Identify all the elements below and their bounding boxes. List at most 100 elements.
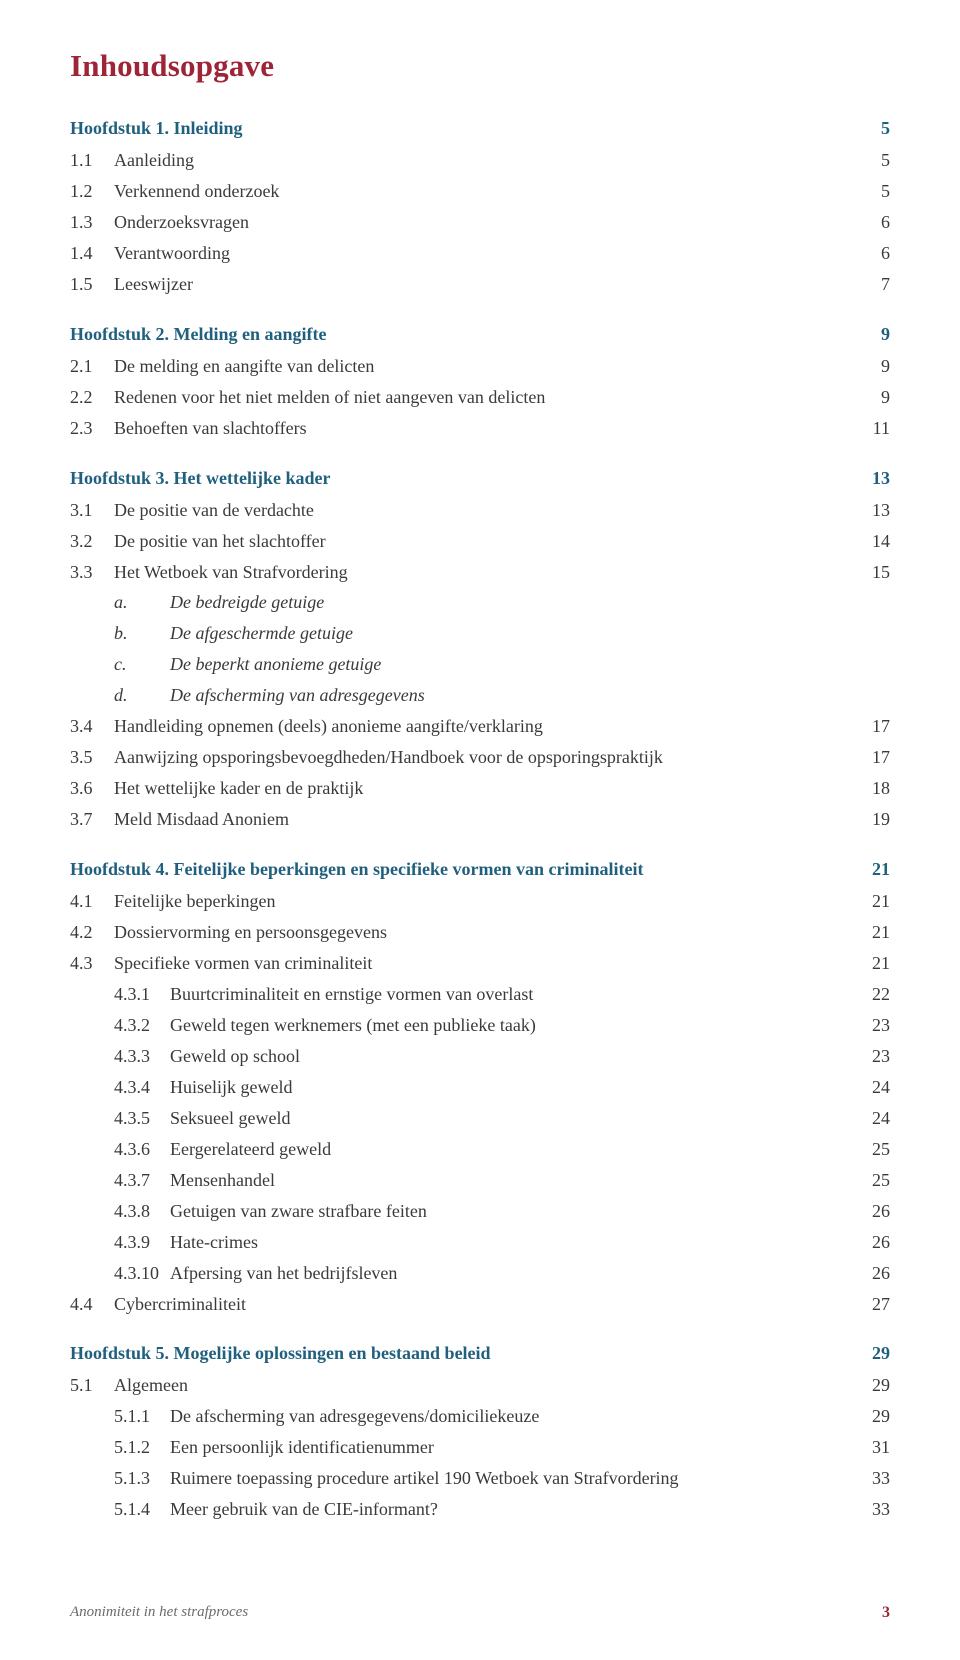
toc-entry-page: 13 <box>872 495 890 526</box>
toc-entry-label: Behoeften van slachtoffers <box>114 413 307 444</box>
toc-chapter: Hoofdstuk 1. Inleiding51.1Aanleiding51.2… <box>70 118 890 300</box>
toc-entry-page: 23 <box>872 1041 890 1072</box>
toc-entry: 3.3Het Wetboek van Strafvordering15 <box>70 557 890 588</box>
toc-entry-label: Feitelijke beperkingen <box>114 886 275 917</box>
toc-entry: 4.3.9Hate-crimes26 <box>70 1227 890 1258</box>
toc-entry-number: 4.3.5 <box>70 1103 170 1134</box>
toc-entry-page: 21 <box>872 948 890 979</box>
toc-entry-label: Aanwijzing opsporingsbevoegdheden/Handbo… <box>114 742 663 773</box>
toc-entry: a.De bedreigde getuige <box>70 587 890 618</box>
toc-entry-left: 5.1.4Meer gebruik van de CIE-informant? <box>70 1494 438 1525</box>
toc-entry-left: 4.1Feitelijke beperkingen <box>70 886 275 917</box>
toc-entry-page: 23 <box>872 1010 890 1041</box>
toc-entry-left: d.De afscherming van adresgegevens <box>70 680 425 711</box>
toc-entry-left: 4.3.6Eergerelateerd geweld <box>70 1134 331 1165</box>
toc-entry-number: 4.1 <box>70 886 114 917</box>
toc-entry-number: 4.3 <box>70 948 114 979</box>
toc-entry-label: Geweld tegen werknemers (met een publiek… <box>170 1010 536 1041</box>
toc-chapter: Hoofdstuk 4. Feitelijke beperkingen en s… <box>70 859 890 1319</box>
toc-entry: 1.1Aanleiding5 <box>70 145 890 176</box>
toc-entry-label: Mensenhandel <box>170 1165 275 1196</box>
toc-entry-page: 26 <box>872 1258 890 1289</box>
toc-entry-left: 4.3.8Getuigen van zware strafbare feiten <box>70 1196 427 1227</box>
toc-entry: 1.4Verantwoording6 <box>70 238 890 269</box>
toc-chapter: Hoofdstuk 3. Het wettelijke kader133.1De… <box>70 468 890 835</box>
toc-entry-label: De afgeschermde getuige <box>170 618 353 649</box>
toc-chapter-page: 5 <box>881 118 890 139</box>
toc-chapter: Hoofdstuk 5. Mogelijke oplossingen en be… <box>70 1343 890 1525</box>
toc-entry-number: 5.1.3 <box>70 1463 170 1494</box>
toc-entry-left: 5.1.2Een persoonlijk identificatienummer <box>70 1432 434 1463</box>
toc-chapter-label: Hoofdstuk 5. Mogelijke oplossingen en be… <box>70 1343 491 1364</box>
toc-entry-number: 2.1 <box>70 351 114 382</box>
toc-entry-page: 15 <box>872 557 890 588</box>
toc-entry-label: Seksueel geweld <box>170 1103 290 1134</box>
toc-entry: 4.3.3Geweld op school23 <box>70 1041 890 1072</box>
toc-entry-label: Meld Misdaad Anoniem <box>114 804 289 835</box>
toc-entry-number: 1.3 <box>70 207 114 238</box>
toc-entry: 3.1De positie van de verdachte13 <box>70 495 890 526</box>
toc-entry-label: De afscherming van adresgegevens/domicil… <box>170 1401 539 1432</box>
toc-entry-number: 1.2 <box>70 176 114 207</box>
footer-page-number: 3 <box>882 1604 890 1622</box>
toc-entry: 4.3.5Seksueel geweld24 <box>70 1103 890 1134</box>
toc-entry-page: 6 <box>881 238 890 269</box>
toc-entry-label: Eergerelateerd geweld <box>170 1134 331 1165</box>
toc-entry-number: 4.3.1 <box>70 979 170 1010</box>
toc-entry-page: 18 <box>872 773 890 804</box>
toc-entry-number: 4.3.3 <box>70 1041 170 1072</box>
toc-entry-number: 3.6 <box>70 773 114 804</box>
toc-entry-label: Afpersing van het bedrijfsleven <box>170 1258 397 1289</box>
toc-chapter-page: 21 <box>872 859 890 880</box>
toc-entry-left: 2.3Behoeften van slachtoffers <box>70 413 307 444</box>
toc-chapter-label: Hoofdstuk 4. Feitelijke beperkingen en s… <box>70 859 643 880</box>
toc-entry-page: 26 <box>872 1196 890 1227</box>
toc-entry-label: Algemeen <box>114 1370 188 1401</box>
toc-entry-label: Specifieke vormen van criminaliteit <box>114 948 372 979</box>
toc-entry-label: De melding en aangifte van delicten <box>114 351 374 382</box>
toc-entry: 5.1.2Een persoonlijk identificatienummer… <box>70 1432 890 1463</box>
toc-chapter-heading: Hoofdstuk 2. Melding en aangifte 9 <box>70 324 890 345</box>
toc-entry-page: 17 <box>872 711 890 742</box>
toc-chapter-label: Hoofdstuk 2. Melding en aangifte <box>70 324 327 345</box>
toc-entry-label: Aanleiding <box>114 145 194 176</box>
toc-entry-page: 27 <box>872 1289 890 1320</box>
toc-entry-page: 14 <box>872 526 890 557</box>
toc-entry-number: 4.2 <box>70 917 114 948</box>
toc-chapter-heading: Hoofdstuk 4. Feitelijke beperkingen en s… <box>70 859 890 880</box>
toc-entry-number: 3.4 <box>70 711 114 742</box>
toc-entry: 4.3.8Getuigen van zware strafbare feiten… <box>70 1196 890 1227</box>
toc-entry-page: 5 <box>881 176 890 207</box>
toc-entry-number: 2.2 <box>70 382 114 413</box>
toc-entry-number: 4.3.4 <box>70 1072 170 1103</box>
toc-entry-left: 3.6Het wettelijke kader en de praktijk <box>70 773 363 804</box>
toc-entry-number: 4.3.10 <box>70 1258 170 1289</box>
toc-entry: 5.1.4Meer gebruik van de CIE-informant?3… <box>70 1494 890 1525</box>
toc-chapter-page: 29 <box>872 1343 890 1364</box>
toc-entry-label: De bedreigde getuige <box>170 587 324 618</box>
toc-entry: 4.3Specifieke vormen van criminaliteit 21 <box>70 948 890 979</box>
toc-entry-left: 2.1De melding en aangifte van delicten <box>70 351 374 382</box>
toc-entry-number: 3.5 <box>70 742 114 773</box>
toc-entry-number: 4.3.7 <box>70 1165 170 1196</box>
footer-text: Anonimiteit in het strafproces <box>70 1604 248 1622</box>
toc-chapter-page: 9 <box>881 324 890 345</box>
toc-chapter-heading: Hoofdstuk 1. Inleiding 5 <box>70 118 890 139</box>
toc-entry: d.De afscherming van adresgegevens <box>70 680 890 711</box>
toc-entry: 3.5Aanwijzing opsporingsbevoegdheden/Han… <box>70 742 890 773</box>
toc-entry-left: 4.3.9Hate-crimes <box>70 1227 258 1258</box>
toc-entry-label: Redenen voor het niet melden of niet aan… <box>114 382 545 413</box>
toc-entry-left: 5.1Algemeen <box>70 1370 188 1401</box>
toc-entry-left: 4.3.10Afpersing van het bedrijfsleven <box>70 1258 397 1289</box>
toc-entry-label: De positie van de verdachte <box>114 495 314 526</box>
toc-entry-number: 5.1 <box>70 1370 114 1401</box>
toc-entry-left: b.De afgeschermde getuige <box>70 618 353 649</box>
toc-entry-number: 4.3.6 <box>70 1134 170 1165</box>
toc-entry-number: 3.2 <box>70 526 114 557</box>
toc-entry-page: 7 <box>881 269 890 300</box>
toc-entry-left: 5.1.3Ruimere toepassing procedure artike… <box>70 1463 679 1494</box>
toc-entry-number: d. <box>70 680 170 711</box>
toc-entry-page: 5 <box>881 145 890 176</box>
toc-chapter-label: Hoofdstuk 1. Inleiding <box>70 118 243 139</box>
toc-entry-number: c. <box>70 649 170 680</box>
